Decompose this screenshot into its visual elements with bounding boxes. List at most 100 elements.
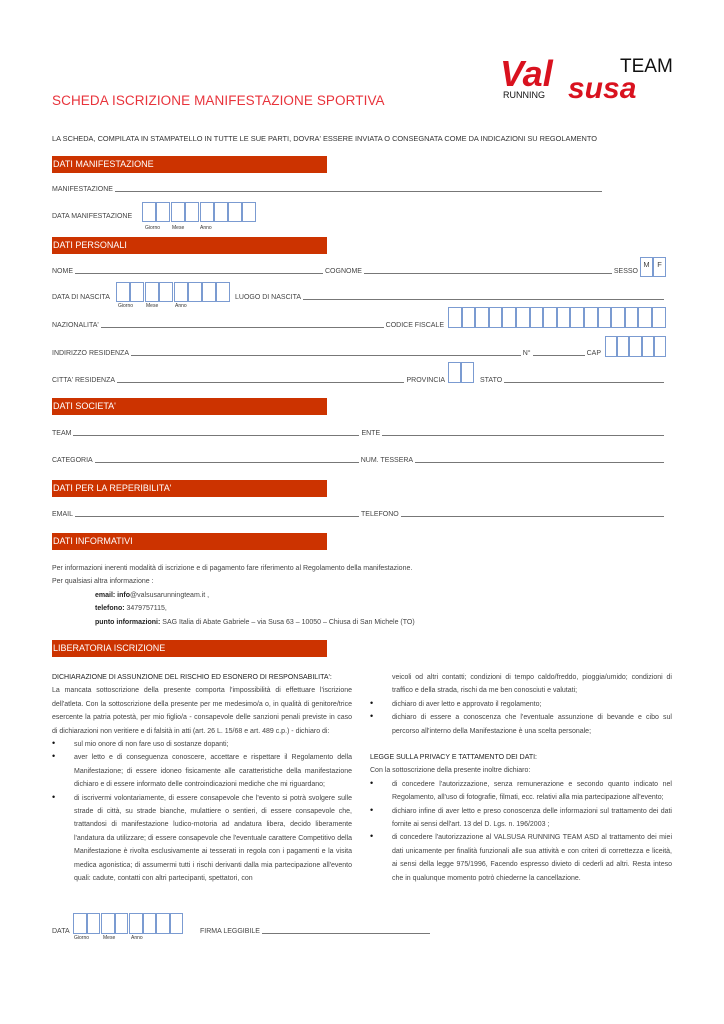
char-box[interactable] bbox=[200, 202, 214, 222]
char-box[interactable] bbox=[114, 913, 128, 934]
char-box[interactable] bbox=[242, 202, 256, 222]
char-box[interactable] bbox=[570, 307, 584, 328]
anno-label: Anno bbox=[175, 303, 187, 309]
char-box[interactable] bbox=[448, 362, 461, 383]
char-box[interactable] bbox=[159, 282, 173, 302]
data-nascita-label: DATA DI NASCITA bbox=[52, 294, 110, 301]
data-manifestazione-boxes[interactable] bbox=[142, 202, 256, 222]
manifestazione-row: MANIFESTAZIONE bbox=[52, 186, 604, 193]
char-box[interactable] bbox=[461, 362, 474, 383]
bullet-item: dichiaro di aver letto e approvato il re… bbox=[370, 697, 672, 711]
bullet-item: di concedere l'autorizzazione al VALSUSA… bbox=[370, 830, 672, 885]
char-box[interactable] bbox=[174, 282, 188, 302]
stato-label: STATO bbox=[480, 377, 503, 384]
char-box[interactable] bbox=[86, 913, 100, 934]
tel-info-label: telefono: bbox=[95, 605, 125, 613]
char-box[interactable] bbox=[156, 202, 170, 222]
char-box[interactable] bbox=[617, 336, 630, 357]
char-box[interactable] bbox=[629, 336, 642, 357]
char-box[interactable] bbox=[116, 282, 130, 302]
citta-field[interactable] bbox=[117, 382, 405, 383]
data-firma-boxes[interactable] bbox=[73, 913, 183, 934]
char-box[interactable] bbox=[142, 202, 156, 222]
email-info-value[interactable]: @valsusarunningteam.it , bbox=[130, 591, 210, 599]
char-box[interactable] bbox=[228, 202, 242, 222]
char-box[interactable] bbox=[202, 282, 216, 302]
numero-label: N° bbox=[522, 350, 531, 357]
anno-label: Anno bbox=[200, 225, 212, 231]
bullet-item: di iscrivermi volontariamente, di essere… bbox=[52, 791, 352, 886]
ente-field[interactable] bbox=[382, 435, 664, 436]
cap-label: CAP bbox=[586, 350, 601, 357]
data-nascita-boxes[interactable] bbox=[116, 282, 230, 302]
luogo-nascita-field[interactable] bbox=[303, 299, 664, 300]
tessera-label: NUM. TESSERA bbox=[360, 457, 414, 464]
firma-label: FIRMA LEGGIBILE bbox=[200, 928, 260, 935]
indirizzo-field[interactable] bbox=[131, 355, 521, 356]
indirizzo-label: INDIRIZZO RESIDENZA bbox=[52, 350, 130, 357]
firma-field[interactable] bbox=[261, 933, 430, 934]
sesso-f-box[interactable]: F bbox=[653, 257, 666, 277]
char-box[interactable] bbox=[488, 307, 503, 328]
char-box[interactable] bbox=[597, 307, 612, 328]
numero-field[interactable] bbox=[532, 355, 585, 356]
email-field[interactable] bbox=[75, 516, 360, 517]
section-dati-manifestazione: DATI MANIFESTAZIONE bbox=[52, 156, 327, 173]
codice-fiscale-boxes[interactable] bbox=[448, 307, 666, 328]
char-box[interactable] bbox=[156, 913, 170, 934]
char-box[interactable] bbox=[641, 336, 654, 357]
char-box[interactable] bbox=[515, 307, 530, 328]
mese-label: Mese bbox=[146, 303, 159, 309]
heading-privacy: LEGGE SULLA PRIVACY E TATTAMENTO DEI DAT… bbox=[370, 754, 538, 762]
char-box[interactable] bbox=[583, 307, 598, 328]
char-box[interactable] bbox=[638, 307, 652, 328]
char-box[interactable] bbox=[475, 307, 489, 328]
telefono-field[interactable] bbox=[400, 516, 664, 517]
categoria-field[interactable] bbox=[94, 462, 359, 463]
char-box[interactable] bbox=[543, 307, 557, 328]
codice-fiscale-label: CODICE FISCALE bbox=[385, 322, 444, 329]
tessera-field[interactable] bbox=[415, 462, 664, 463]
nazionalita-field[interactable] bbox=[100, 327, 384, 328]
char-box[interactable] bbox=[169, 913, 183, 934]
bullet-item: di concedere l'autorizzazione, senza rem… bbox=[370, 777, 672, 805]
char-box[interactable] bbox=[216, 282, 230, 302]
sesso-boxes[interactable]: M F bbox=[640, 257, 666, 277]
manifestazione-field[interactable] bbox=[114, 191, 602, 192]
char-box[interactable] bbox=[130, 282, 144, 302]
nome-cognome-row: NOME COGNOME SESSO bbox=[52, 268, 638, 275]
heading-rischio: DICHIARAZIONE DI ASSUNZIONE DEL RISCHIO … bbox=[52, 674, 332, 681]
char-box[interactable] bbox=[448, 307, 462, 328]
char-box[interactable] bbox=[142, 913, 156, 934]
manifestazione-label: MANIFESTAZIONE bbox=[52, 186, 113, 193]
char-box[interactable] bbox=[556, 307, 571, 328]
provincia-boxes[interactable] bbox=[448, 362, 474, 383]
liberatoria-right-column: veicoli od altri contatti; condizioni di… bbox=[370, 671, 672, 885]
char-box[interactable] bbox=[653, 336, 666, 357]
char-box[interactable] bbox=[188, 282, 202, 302]
char-box[interactable] bbox=[502, 307, 516, 328]
stato-field[interactable] bbox=[504, 382, 664, 383]
char-box[interactable] bbox=[171, 202, 185, 222]
intro-privacy: Con la sottoscrizione della presente ino… bbox=[370, 767, 531, 775]
section-dati-reperibilita: DATI PER LA REPERIBILITA' bbox=[52, 480, 327, 497]
char-box[interactable] bbox=[145, 282, 159, 302]
char-box[interactable] bbox=[651, 307, 666, 328]
char-box[interactable] bbox=[461, 307, 476, 328]
team-field[interactable] bbox=[73, 435, 360, 436]
char-box[interactable] bbox=[605, 336, 618, 357]
cap-boxes[interactable] bbox=[605, 336, 666, 357]
char-box[interactable] bbox=[73, 913, 87, 934]
char-box[interactable] bbox=[185, 202, 199, 222]
char-box[interactable] bbox=[129, 913, 143, 934]
char-box[interactable] bbox=[529, 307, 544, 328]
bullet-item: dichiaro infine di aver letto e preso co… bbox=[370, 804, 672, 832]
intro-text: LA SCHEDA, COMPILATA IN STAMPATELLO IN T… bbox=[52, 134, 597, 143]
char-box[interactable] bbox=[624, 307, 639, 328]
nome-field[interactable] bbox=[75, 273, 323, 274]
cognome-field[interactable] bbox=[363, 273, 612, 274]
char-box[interactable] bbox=[611, 307, 625, 328]
sesso-m-box[interactable]: M bbox=[640, 257, 653, 277]
char-box[interactable] bbox=[101, 913, 115, 934]
char-box[interactable] bbox=[214, 202, 228, 222]
